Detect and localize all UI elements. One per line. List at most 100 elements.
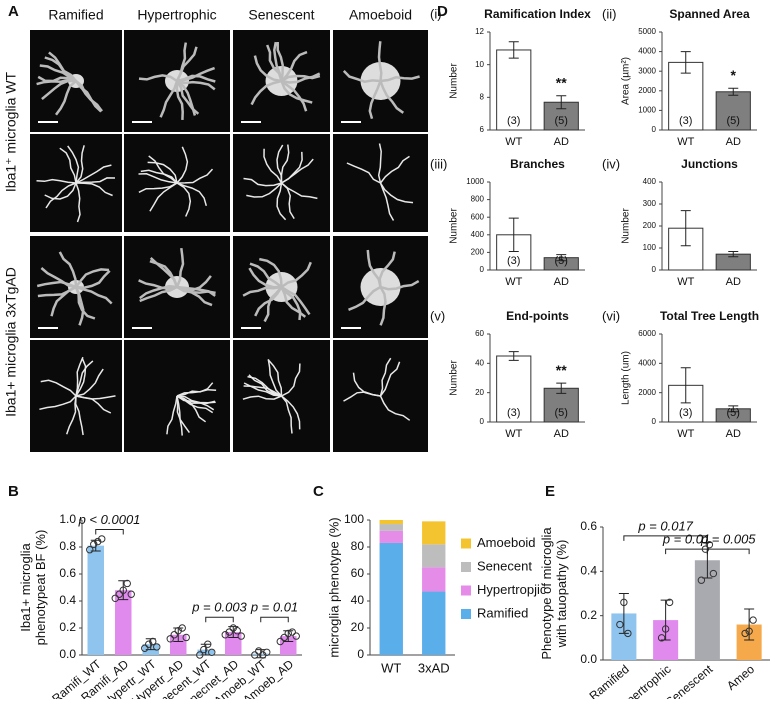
error-bar (556, 382, 567, 394)
process (342, 70, 381, 83)
bracket (205, 616, 234, 623)
process (175, 80, 184, 120)
x-tick-label: Ramified (587, 662, 632, 699)
y-tick-label: 0.0 (580, 652, 597, 666)
data-point (149, 637, 157, 646)
y-tick-label: 1.0 (59, 512, 76, 526)
process (176, 80, 197, 116)
error-bar (728, 87, 739, 96)
y-tick-label: 200 (471, 248, 485, 257)
legend-swatch (461, 609, 471, 619)
legend-label: Ramified (477, 605, 528, 620)
n-label: (3) (507, 115, 520, 127)
data-point (119, 586, 127, 594)
y-tick-label: 1000 (638, 106, 656, 115)
p-value: p = 0.003 (191, 600, 247, 615)
y-axis-label: microglia phenotype (%) (326, 517, 341, 657)
y-axis-label: Iba1+ microglia (18, 542, 33, 631)
process (263, 148, 283, 184)
process (280, 80, 313, 104)
process (176, 182, 208, 207)
y-tick-label: 80 (351, 539, 365, 553)
data-point (141, 644, 149, 652)
process (75, 395, 116, 400)
y-tick-label: 0.4 (580, 564, 597, 578)
bar (715, 91, 751, 131)
process (280, 261, 312, 289)
error-bar (556, 95, 567, 110)
process (280, 285, 311, 316)
process (58, 251, 78, 288)
process (248, 374, 282, 397)
error-bar (680, 367, 691, 404)
bracket (665, 548, 708, 555)
error-bar (508, 217, 519, 253)
process (276, 42, 284, 82)
y-tick-label: 40 (475, 358, 484, 367)
process (40, 267, 77, 289)
process (176, 395, 183, 436)
p-value: p = 0.01 (662, 532, 710, 547)
bar (115, 590, 132, 655)
process (246, 182, 283, 198)
process (139, 284, 178, 300)
data-point (288, 628, 296, 636)
process (147, 161, 178, 184)
process (75, 177, 116, 184)
chart-title: End-points (506, 309, 569, 323)
data-point (200, 645, 208, 654)
y-tick-label: 40 (351, 593, 365, 607)
process (243, 385, 282, 397)
error-bar (660, 599, 671, 641)
data-point (255, 647, 263, 655)
process (149, 256, 179, 288)
data-point (620, 598, 628, 607)
bar-segment (379, 520, 403, 525)
data-point (123, 579, 131, 588)
data-point (178, 624, 186, 632)
process (39, 395, 77, 411)
process (40, 379, 77, 397)
y-tick-label: 0 (357, 647, 364, 661)
process (281, 72, 321, 84)
error-bar (728, 251, 739, 258)
y-tick-label: 0.8 (59, 539, 76, 553)
process (379, 286, 387, 326)
y-tick-label: 0.0 (59, 647, 76, 661)
n-label: (3) (679, 115, 692, 127)
process (379, 155, 410, 184)
process (377, 143, 382, 184)
x-tick-label: WT (677, 428, 694, 440)
y-tick-label: 0.2 (580, 608, 597, 622)
process (253, 55, 282, 83)
n-label: (3) (679, 407, 692, 419)
data-point (170, 631, 178, 639)
p-value: p < 0.0001 (78, 512, 141, 527)
process (380, 280, 420, 291)
chart-label: (vi) (602, 308, 620, 323)
y-tick-label: 100 (643, 243, 657, 252)
process (139, 285, 178, 303)
data-point (208, 648, 216, 656)
process (59, 147, 77, 184)
y-tick-label: 200 (643, 221, 657, 230)
process (378, 251, 396, 288)
process (149, 182, 178, 212)
process (276, 144, 284, 184)
data-point (127, 590, 135, 598)
legend-label: Amoeboid (477, 535, 536, 550)
data-point (98, 535, 106, 543)
data-point (166, 635, 174, 643)
x-tick-label: WT (677, 136, 694, 148)
x-tick-label: AD (726, 428, 741, 440)
panel-letter: B (8, 483, 19, 500)
data-point (115, 590, 123, 598)
process (248, 267, 282, 289)
bar (87, 545, 104, 655)
y-tick-label: 0 (480, 265, 485, 274)
process (138, 173, 178, 184)
data-point (292, 632, 300, 640)
column-header: Amoeboid (349, 7, 412, 23)
bar (496, 49, 532, 131)
